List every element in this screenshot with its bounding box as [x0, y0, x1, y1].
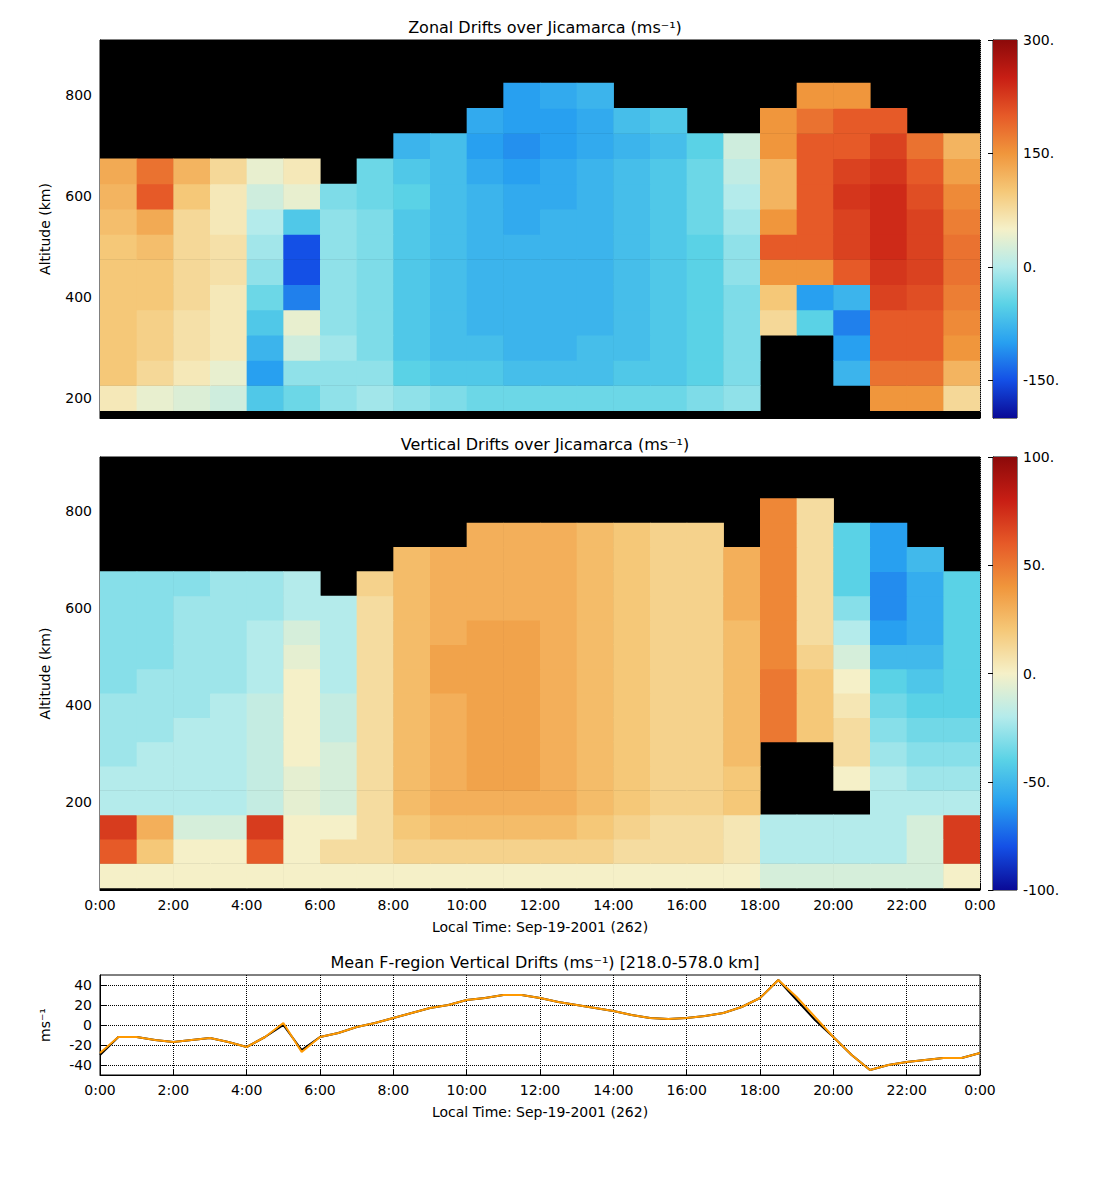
svg-text:0:00: 0:00: [964, 897, 995, 913]
svg-text:0:00: 0:00: [84, 1082, 115, 1098]
svg-text:Zonal Drifts over Jicamarca (m: Zonal Drifts over Jicamarca (ms⁻¹): [408, 18, 682, 37]
svg-text:-100.: -100.: [1023, 882, 1059, 898]
svg-text:0.: 0.: [1023, 259, 1036, 275]
svg-text:ms⁻¹: ms⁻¹: [37, 1008, 53, 1042]
svg-text:150.: 150.: [1023, 145, 1054, 161]
svg-text:18:00: 18:00: [740, 897, 780, 913]
svg-text:18:00: 18:00: [740, 1082, 780, 1098]
svg-text:Altitude (km): Altitude (km): [37, 628, 53, 720]
svg-text:6:00: 6:00: [304, 897, 335, 913]
svg-text:16:00: 16:00: [666, 1082, 706, 1098]
svg-text:12:00: 12:00: [520, 1082, 560, 1098]
svg-text:Vertical Drifts over Jicamarca: Vertical Drifts over Jicamarca (ms⁻¹): [401, 435, 689, 454]
svg-text:50.: 50.: [1023, 557, 1045, 573]
svg-text:Mean F-region Vertical Drifts: Mean F-region Vertical Drifts (ms⁻¹) [21…: [331, 953, 760, 972]
svg-text:2:00: 2:00: [158, 897, 189, 913]
svg-text:-50.: -50.: [1023, 774, 1050, 790]
svg-text:Local Time: Sep-19-2001 (262): Local Time: Sep-19-2001 (262): [432, 919, 648, 935]
svg-text:10:00: 10:00: [446, 897, 486, 913]
svg-text:10:00: 10:00: [446, 1082, 486, 1098]
svg-text:200: 200: [65, 794, 92, 810]
svg-text:20: 20: [74, 997, 92, 1013]
svg-text:4:00: 4:00: [231, 1082, 262, 1098]
svg-text:600: 600: [65, 600, 92, 616]
svg-text:4:00: 4:00: [231, 897, 262, 913]
svg-text:0: 0: [83, 1017, 92, 1033]
svg-text:Local Time: Sep-19-2001 (262): Local Time: Sep-19-2001 (262): [432, 1104, 648, 1120]
svg-text:20:00: 20:00: [813, 897, 853, 913]
svg-text:8:00: 8:00: [378, 1082, 409, 1098]
svg-text:Altitude (km): Altitude (km): [37, 183, 53, 275]
svg-text:800: 800: [65, 87, 92, 103]
svg-text:400: 400: [65, 289, 92, 305]
svg-text:40: 40: [74, 977, 92, 993]
svg-text:0:00: 0:00: [84, 897, 115, 913]
svg-text:-40: -40: [69, 1057, 92, 1073]
svg-text:800: 800: [65, 503, 92, 519]
svg-text:200: 200: [65, 390, 92, 406]
svg-text:400: 400: [65, 697, 92, 713]
svg-text:0:00: 0:00: [964, 1082, 995, 1098]
svg-text:6:00: 6:00: [304, 1082, 335, 1098]
svg-text:100.: 100.: [1023, 449, 1054, 465]
svg-text:300.: 300.: [1023, 32, 1054, 48]
svg-text:14:00: 14:00: [593, 897, 633, 913]
svg-text:8:00: 8:00: [378, 897, 409, 913]
svg-text:16:00: 16:00: [666, 897, 706, 913]
svg-text:22:00: 22:00: [886, 897, 926, 913]
svg-text:14:00: 14:00: [593, 1082, 633, 1098]
svg-text:-150.: -150.: [1023, 372, 1059, 388]
svg-text:2:00: 2:00: [158, 1082, 189, 1098]
svg-text:12:00: 12:00: [520, 897, 560, 913]
svg-text:22:00: 22:00: [886, 1082, 926, 1098]
svg-text:600: 600: [65, 188, 92, 204]
svg-text:20:00: 20:00: [813, 1082, 853, 1098]
svg-text:0.: 0.: [1023, 666, 1036, 682]
svg-text:-20: -20: [69, 1037, 92, 1053]
